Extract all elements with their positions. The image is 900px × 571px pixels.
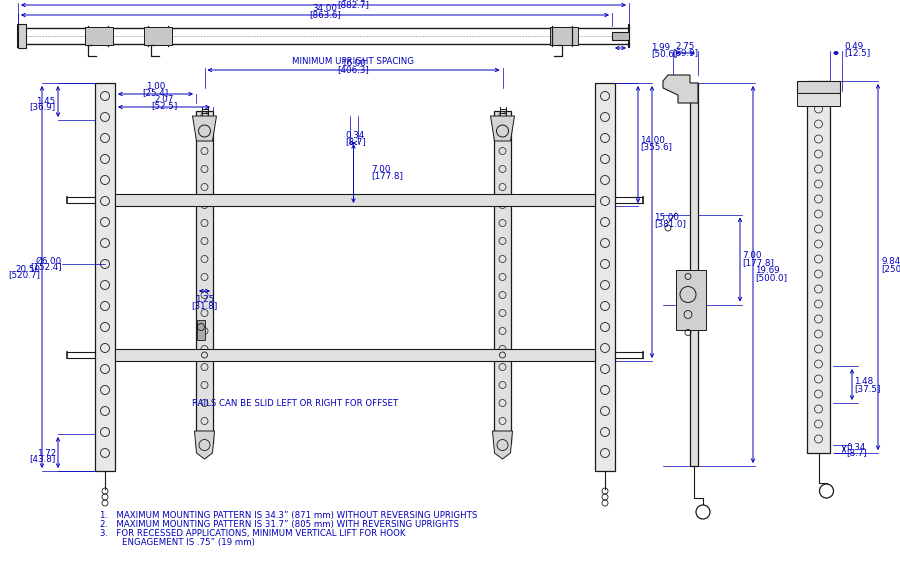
Bar: [115, 349, 595, 361]
Text: 1.   MAXIMUM MOUNTING PATTERN IS 34.3” (871 mm) WITHOUT REVERSING UPRIGHTS: 1. MAXIMUM MOUNTING PATTERN IS 34.3” (87…: [100, 511, 477, 520]
Text: [177.8]: [177.8]: [742, 258, 774, 267]
Text: MINIMUM UPRIGHT SPACING: MINIMUM UPRIGHT SPACING: [292, 57, 415, 66]
Bar: [18, 24, 26, 48]
Text: 0.49: 0.49: [844, 42, 863, 51]
Text: ENGAGEMENT IS .75” (19 mm): ENGAGEMENT IS .75” (19 mm): [100, 538, 255, 547]
Text: 19.69: 19.69: [755, 266, 779, 275]
Bar: [807, 81, 830, 453]
Text: 2.75: 2.75: [676, 42, 695, 51]
Text: 1.48: 1.48: [854, 377, 873, 386]
Text: [8.7]: [8.7]: [846, 448, 867, 457]
Bar: [197, 320, 205, 340]
Text: [882.7]: [882.7]: [338, 0, 370, 9]
Polygon shape: [193, 116, 217, 141]
Text: 1.25: 1.25: [195, 295, 214, 304]
Text: [381.0]: [381.0]: [654, 219, 686, 228]
Bar: [196, 111, 213, 443]
Text: [250.0]: [250.0]: [881, 264, 900, 274]
Text: [69.9]: [69.9]: [672, 48, 698, 57]
Text: [12.5]: [12.5]: [844, 48, 870, 57]
Text: [43.8]: [43.8]: [30, 455, 56, 464]
Bar: [676, 270, 706, 329]
Bar: [550, 27, 578, 45]
Text: [52.5]: [52.5]: [151, 101, 177, 110]
Polygon shape: [663, 75, 698, 103]
Text: 0.34: 0.34: [846, 443, 866, 452]
Text: 9.84: 9.84: [881, 258, 900, 267]
Polygon shape: [492, 431, 512, 459]
Text: 1.45: 1.45: [36, 96, 55, 106]
Text: Ø6.00: Ø6.00: [36, 256, 62, 266]
Bar: [595, 83, 615, 471]
Text: 0.34: 0.34: [346, 131, 365, 140]
Bar: [85, 27, 113, 45]
Bar: [612, 32, 629, 40]
Text: 1.99: 1.99: [651, 43, 670, 53]
Text: [520.7]: [520.7]: [8, 271, 40, 279]
Text: [152.4]: [152.4]: [31, 263, 62, 271]
Text: 1.00: 1.00: [146, 82, 166, 91]
Bar: [144, 27, 172, 45]
Text: [406.3]: [406.3]: [338, 65, 369, 74]
Polygon shape: [491, 116, 515, 141]
Bar: [690, 83, 698, 466]
Text: 1.72: 1.72: [37, 448, 56, 457]
Bar: [95, 83, 115, 471]
Bar: [797, 81, 840, 93]
Text: 7.00: 7.00: [372, 165, 391, 174]
Text: [863.6]: [863.6]: [309, 10, 341, 19]
Text: [355.6]: [355.6]: [640, 142, 672, 151]
Text: [25.4]: [25.4]: [142, 88, 168, 97]
Text: 14.00: 14.00: [640, 136, 665, 145]
Bar: [494, 111, 511, 443]
Text: [500.0]: [500.0]: [755, 273, 788, 282]
Text: 3.   FOR RECESSED APPLICATIONS, MINIMUM VERTICAL LIFT FOR HOOK: 3. FOR RECESSED APPLICATIONS, MINIMUM VE…: [100, 529, 406, 538]
Text: [37.5]: [37.5]: [854, 384, 880, 393]
Text: 7.00: 7.00: [742, 251, 761, 260]
Text: RAILS CAN BE SLID LEFT OR RIGHT FOR OFFSET: RAILS CAN BE SLID LEFT OR RIGHT FOR OFFS…: [192, 399, 398, 408]
Text: 16.00: 16.00: [341, 59, 366, 68]
Text: 34.00: 34.00: [312, 4, 338, 13]
Text: 34.75: 34.75: [341, 0, 366, 3]
Text: 20.50: 20.50: [15, 264, 40, 274]
Text: [50.6]: [50.6]: [651, 50, 678, 58]
Text: [36.9]: [36.9]: [29, 103, 55, 111]
Bar: [797, 93, 840, 106]
Text: [177.8]: [177.8]: [372, 171, 403, 180]
Text: [31.8]: [31.8]: [192, 301, 218, 310]
Text: 15.00: 15.00: [654, 214, 679, 223]
Bar: [115, 194, 595, 206]
Text: 2.   MAXIMUM MOUNTING PATTERN IS 31.7” (805 mm) WITH REVERSING UPRIGHTS: 2. MAXIMUM MOUNTING PATTERN IS 31.7” (80…: [100, 520, 459, 529]
Polygon shape: [194, 431, 214, 459]
Text: 2.07: 2.07: [154, 95, 174, 104]
Text: [8.7]: [8.7]: [345, 137, 366, 146]
